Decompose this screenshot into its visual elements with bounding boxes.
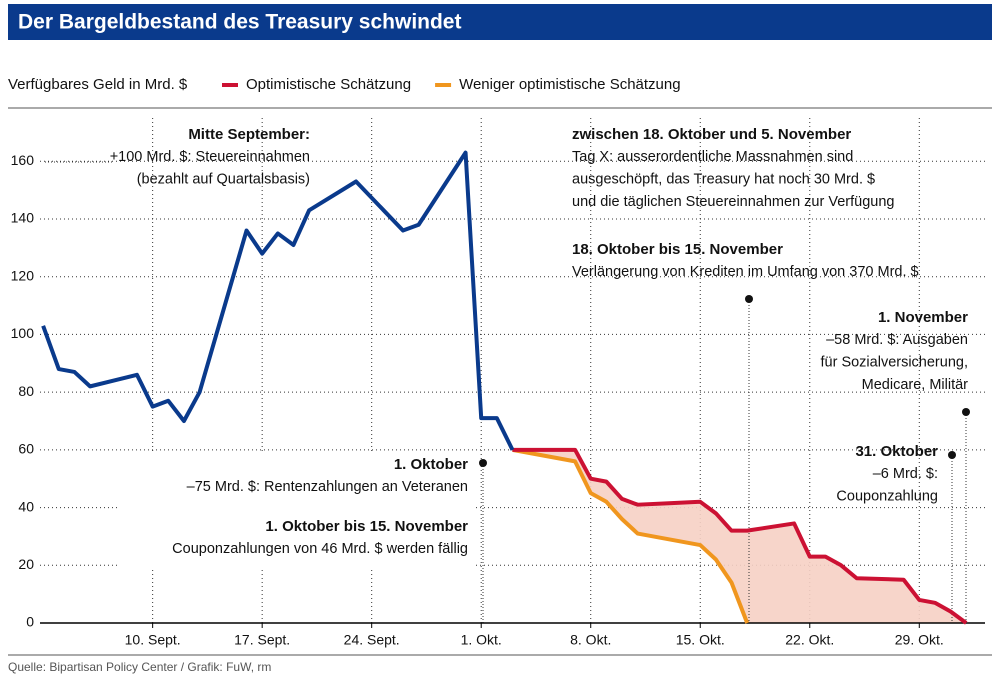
annotation-text: Verlängerung von Krediten im Umfang von … xyxy=(572,264,919,280)
annotation-head: zwischen 18. Oktober und 5. November xyxy=(572,126,851,143)
title-bar xyxy=(8,4,992,40)
annotation-text: ausgeschöpft, das Treasury hat noch 30 M… xyxy=(572,171,875,187)
y-tick-label: 120 xyxy=(11,267,35,283)
y-tick-label: 160 xyxy=(11,152,35,168)
annotation-text: (bezahlt auf Quartalsbasis) xyxy=(137,171,310,187)
x-tick-label: 15. Okt. xyxy=(676,632,725,648)
annotation-head: 1. Oktober bis 15. November xyxy=(265,518,468,535)
x-tick-label: 24. Sept. xyxy=(344,632,400,648)
annotation-head: 1. November xyxy=(878,309,968,326)
annotation-text: –58 Mrd. $: Ausgaben xyxy=(826,332,968,348)
leader-dot xyxy=(948,451,956,459)
x-tick-label: 1. Okt. xyxy=(461,632,502,648)
annotation-text: Tag X: ausserordentliche Massnahmen sind xyxy=(572,149,853,165)
source: Quelle: Bipartisan Policy Center / Grafi… xyxy=(8,660,271,674)
leader-dot xyxy=(745,295,753,303)
annotation-head: 1. Oktober xyxy=(394,456,468,473)
x-tick-label: 17. Sept. xyxy=(234,632,290,648)
annotation-text: Medicare, Militär xyxy=(862,377,969,393)
y-tick-label: 40 xyxy=(18,498,34,514)
x-tick-label: 29. Okt. xyxy=(895,632,944,648)
chart-title: Der Bargeldbestand des Treasury schwinde… xyxy=(18,11,461,34)
y-tick-label: 60 xyxy=(18,441,34,457)
annotation-text: Couponzahlungen von 46 Mrd. $ werden fäl… xyxy=(172,541,468,557)
annotation-text: für Sozialversicherung, xyxy=(821,354,969,370)
y-tick-label: 100 xyxy=(11,325,35,341)
x-tick-label: 10. Sept. xyxy=(125,632,181,648)
legend-label: Optimistische Schätzung xyxy=(246,76,411,93)
x-tick-label: 22. Okt. xyxy=(785,632,834,648)
series-line xyxy=(41,150,515,451)
y-tick-label: 140 xyxy=(11,210,35,226)
legend-label: Weniger optimistische Schätzung xyxy=(459,76,681,93)
y-tick-label: 80 xyxy=(18,383,34,399)
forecast-band xyxy=(512,449,967,623)
annotation-text: –75 Mrd. $: Rentenzahlungen an Veteranen xyxy=(187,479,468,495)
annotation-head: 18. Oktober bis 15. November xyxy=(572,241,783,258)
annotation-text: –6 Mrd. $: xyxy=(873,466,938,482)
annotation-head: Mitte September: xyxy=(188,126,310,143)
annotation-text: Couponzahlung xyxy=(836,488,938,504)
x-tick-label: 8. Okt. xyxy=(570,632,611,648)
annotation-bg xyxy=(120,452,475,570)
y-tick-label: 0 xyxy=(26,614,34,630)
annotation-text: und die täglichen Steuereinnahmen zur Ve… xyxy=(572,194,894,210)
leader-dot xyxy=(479,459,487,467)
annotation-text: +100 Mrd. $: Steuereinnahmen xyxy=(110,149,310,165)
y-axis-label: Verfügbares Geld in Mrd. $ xyxy=(8,76,188,93)
annotation-head: 31. Oktober xyxy=(855,443,938,460)
series-line xyxy=(512,447,968,625)
series-line xyxy=(512,447,750,624)
y-tick-label: 20 xyxy=(18,556,34,572)
leader-dot xyxy=(962,408,970,416)
